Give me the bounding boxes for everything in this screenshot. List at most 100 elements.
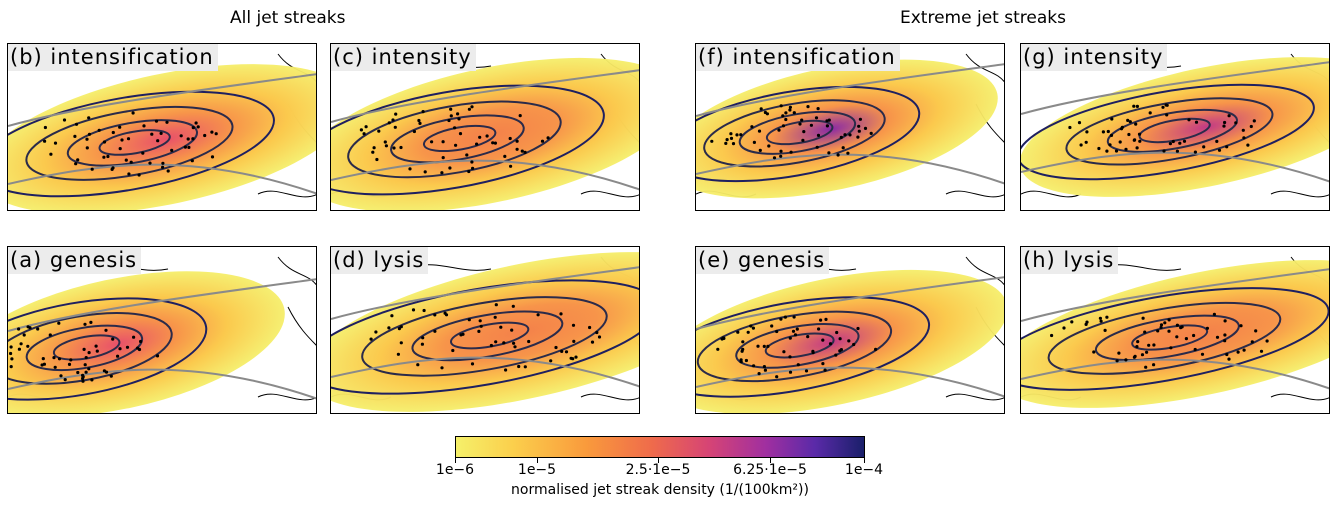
event-point <box>74 162 78 166</box>
event-point <box>789 150 793 154</box>
density-contour <box>98 129 171 156</box>
event-point <box>762 365 766 369</box>
density-contour <box>696 296 931 398</box>
event-point <box>564 350 569 354</box>
event-point <box>26 325 30 329</box>
event-point <box>511 304 515 308</box>
event-point <box>731 142 736 146</box>
event-point <box>1134 122 1138 126</box>
jet-axis-line <box>8 73 316 127</box>
density-contour <box>703 99 886 168</box>
event-point <box>416 363 420 367</box>
event-point <box>41 357 45 361</box>
event-point <box>1136 340 1140 344</box>
event-point <box>467 169 471 174</box>
density-contour <box>765 119 834 146</box>
event-point <box>399 145 403 150</box>
event-point <box>821 338 825 342</box>
density-contour <box>8 312 173 385</box>
event-point <box>1127 132 1131 137</box>
event-point <box>781 124 786 128</box>
event-point <box>76 158 80 162</box>
jet-axis-line <box>1021 358 1329 390</box>
event-point <box>170 148 174 152</box>
colorbar-title: normalised jet streak density (1/(100km²… <box>511 482 809 498</box>
event-point <box>1147 343 1151 347</box>
panel-label: (h) lysis <box>1021 247 1119 274</box>
event-point <box>1164 103 1168 107</box>
event-point <box>806 335 810 339</box>
event-point <box>1225 145 1229 149</box>
event-point <box>765 112 769 116</box>
jet-axis-line <box>1021 268 1329 322</box>
jet-axis-line <box>8 278 316 332</box>
event-point <box>111 130 115 135</box>
map-panel-a: (a) genesis <box>7 246 317 414</box>
event-point <box>1169 346 1173 350</box>
event-point <box>763 368 767 372</box>
event-point <box>758 148 762 152</box>
event-point <box>392 146 396 150</box>
event-point <box>1249 124 1253 129</box>
event-point <box>110 167 114 171</box>
density-field <box>1021 260 1329 408</box>
event-point <box>118 347 122 351</box>
event-point <box>779 154 783 158</box>
colorbar-tick <box>770 458 771 463</box>
event-point <box>372 146 376 150</box>
event-point <box>540 139 545 143</box>
event-point <box>87 116 91 120</box>
event-point <box>1132 104 1136 108</box>
event-point <box>359 128 363 132</box>
event-point <box>62 118 67 122</box>
event-point <box>869 131 873 135</box>
event-point <box>418 121 422 125</box>
event-point <box>85 146 89 150</box>
density-contour <box>764 332 835 359</box>
event-point <box>90 167 94 171</box>
event-point <box>559 312 563 316</box>
event-point <box>793 333 798 337</box>
event-point <box>1128 120 1132 124</box>
map-panel-h: (h) lysis <box>1020 246 1330 414</box>
event-point <box>795 327 799 331</box>
event-point <box>1184 337 1188 341</box>
event-point <box>1097 146 1101 151</box>
event-point <box>513 345 517 349</box>
event-point <box>729 132 733 136</box>
event-point <box>87 132 92 136</box>
event-point <box>571 357 575 361</box>
group-title-extreme: Extreme jet streaks <box>900 8 1066 28</box>
event-point <box>148 161 152 165</box>
event-point <box>574 355 578 359</box>
event-point <box>751 326 755 330</box>
event-point <box>97 128 101 132</box>
event-point <box>210 130 214 134</box>
event-point <box>387 121 391 125</box>
event-point <box>9 351 13 356</box>
event-point <box>396 352 400 356</box>
colorbar-tick-label: 1e−5 <box>517 462 557 478</box>
event-point <box>43 125 48 130</box>
event-point <box>1050 333 1054 338</box>
event-point <box>1254 329 1258 333</box>
event-point <box>494 340 498 344</box>
event-point <box>821 362 825 366</box>
event-point <box>788 105 792 109</box>
event-point <box>1242 348 1246 352</box>
event-point <box>155 354 160 358</box>
panel-label: (e) genesis <box>696 247 830 274</box>
event-point <box>788 370 793 374</box>
event-point <box>118 147 122 151</box>
event-point <box>1101 130 1105 134</box>
event-point <box>588 325 592 330</box>
event-point <box>517 364 521 369</box>
event-point <box>520 149 524 153</box>
density-contour <box>347 100 562 179</box>
event-point <box>190 159 194 163</box>
event-point <box>801 138 805 142</box>
event-point <box>814 116 819 120</box>
event-point <box>739 133 743 137</box>
density-contour <box>411 310 564 362</box>
event-point <box>549 359 553 363</box>
